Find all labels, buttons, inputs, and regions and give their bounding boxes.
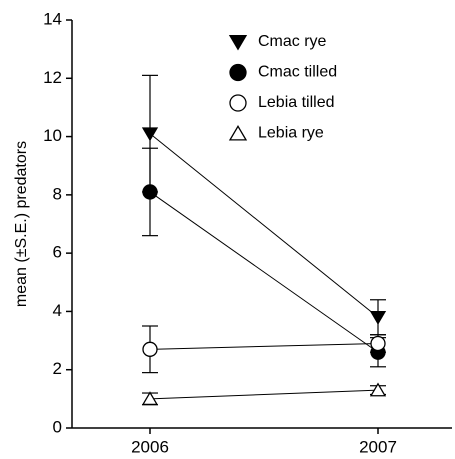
- point: [369, 311, 387, 325]
- y-tick-label: 8: [53, 184, 62, 203]
- legend-marker: [229, 63, 247, 82]
- x-tick-label: 2007: [359, 437, 397, 456]
- y-tick-label: 2: [53, 359, 62, 378]
- legend-label: Cmac rye: [258, 33, 327, 50]
- y-tick-label: 10: [43, 126, 62, 145]
- legend-marker: [228, 125, 248, 141]
- legend-label: Cmac tilled: [258, 64, 337, 81]
- point: [369, 382, 387, 397]
- point: [141, 391, 159, 406]
- series-line: [149, 191, 379, 353]
- point: [141, 127, 159, 142]
- y-tick-label: 0: [53, 417, 62, 436]
- y-axis-label: mean (±S.E.) predators: [13, 141, 30, 307]
- legend-marker: [229, 94, 247, 112]
- point: [142, 341, 158, 357]
- point: [370, 335, 386, 352]
- x-tick-label: 2006: [131, 437, 169, 456]
- legend-marker: [228, 34, 248, 51]
- point: [142, 184, 158, 200]
- y-tick-label: 6: [53, 243, 62, 262]
- legend-label: Lebia tilled: [258, 94, 335, 111]
- y-tick-label: 12: [43, 68, 62, 87]
- y-tick-label: 14: [43, 9, 62, 28]
- series-line: [149, 133, 379, 318]
- series-line: [149, 342, 379, 350]
- y-tick-label: 4: [53, 301, 62, 320]
- series-line: [149, 389, 379, 400]
- legend-label: Lebia rye: [258, 125, 324, 142]
